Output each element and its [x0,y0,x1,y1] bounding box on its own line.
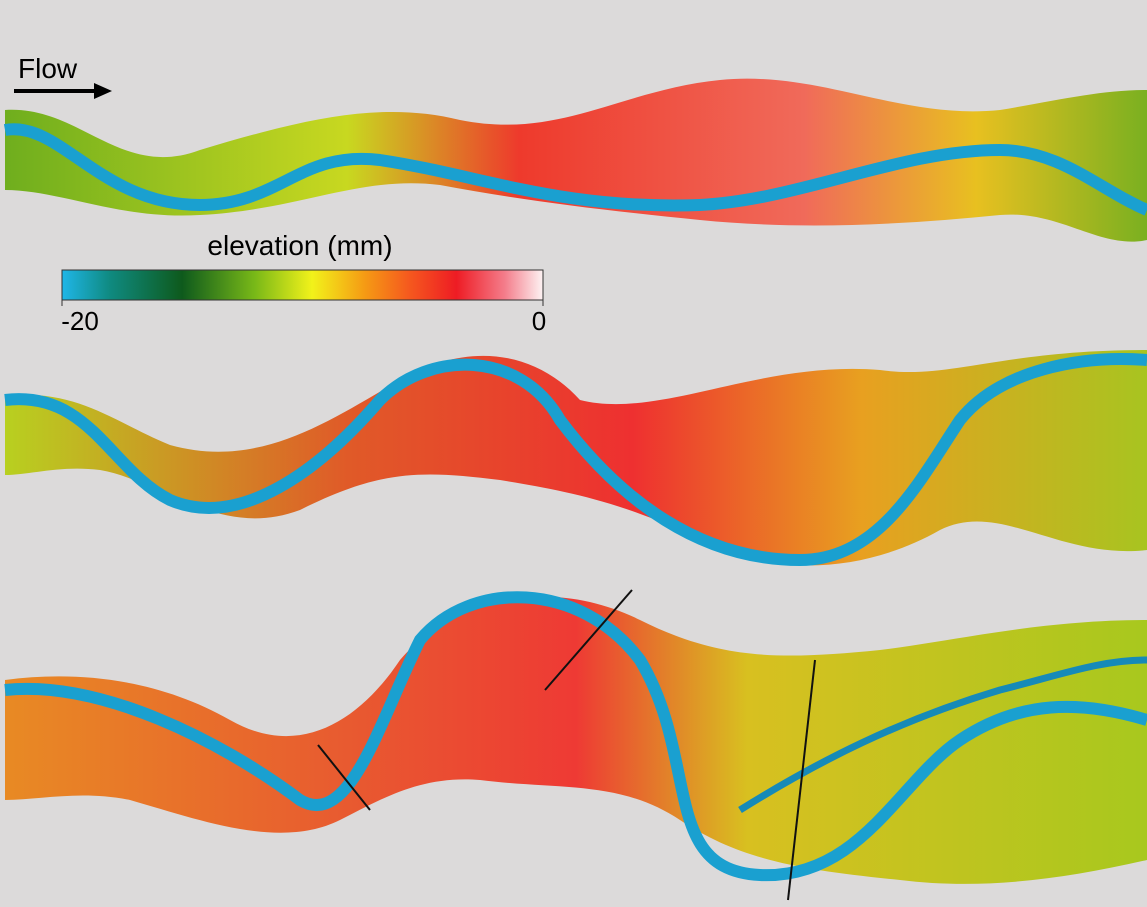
transect [787,659,816,901]
colorbar [61,269,544,301]
colorbar-tick-label: 0 [532,306,546,336]
transect [317,744,371,811]
channel [3,123,1147,216]
flow-arrowhead [94,83,112,99]
colorbar-tick-label: -20 [61,306,99,336]
transect [544,589,633,691]
colorbar-ticks: -20 0 [61,300,546,336]
colorbar-title: elevation (mm) [207,230,392,261]
river-map-2 [5,350,1147,566]
river-map-1 [5,78,1147,242]
channel [738,656,1147,813]
river-map-3 [5,596,1147,884]
flow-label: Flow [18,53,78,84]
channel [4,591,1147,882]
channel [4,353,1147,567]
